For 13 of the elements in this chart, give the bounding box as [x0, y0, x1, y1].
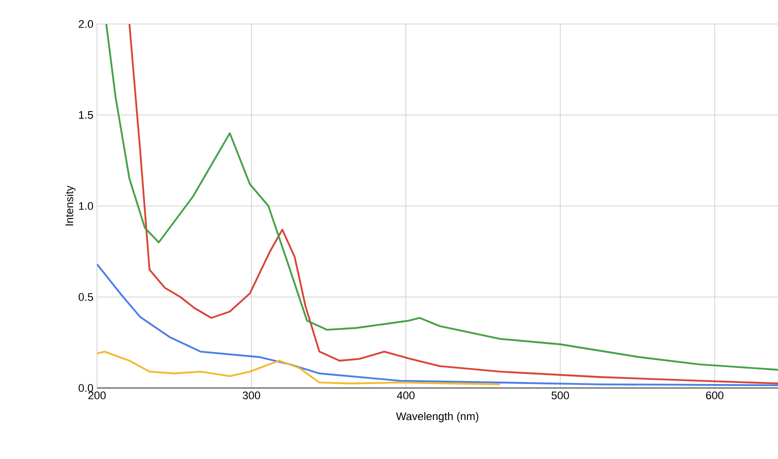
y-tick-label: 1.5: [79, 111, 94, 119]
x-tick-label: 300: [242, 392, 260, 400]
x-tick-label: 600: [706, 392, 724, 400]
x-tick-label: 500: [552, 392, 569, 400]
line-series: [97, 350, 501, 386]
y-tick-label: 2.0: [78, 20, 94, 28]
y-tick-label: 0.5: [78, 293, 94, 301]
y-axis-title: Intensity: [65, 186, 76, 226]
x-axis-title: Wavelength (nm): [396, 412, 478, 422]
y-tick-label: 0.0: [78, 384, 94, 392]
x-tick-label: 400: [396, 392, 415, 400]
y-tick-label: 1.0: [79, 202, 94, 210]
x-tick-label: 200: [88, 392, 106, 400]
